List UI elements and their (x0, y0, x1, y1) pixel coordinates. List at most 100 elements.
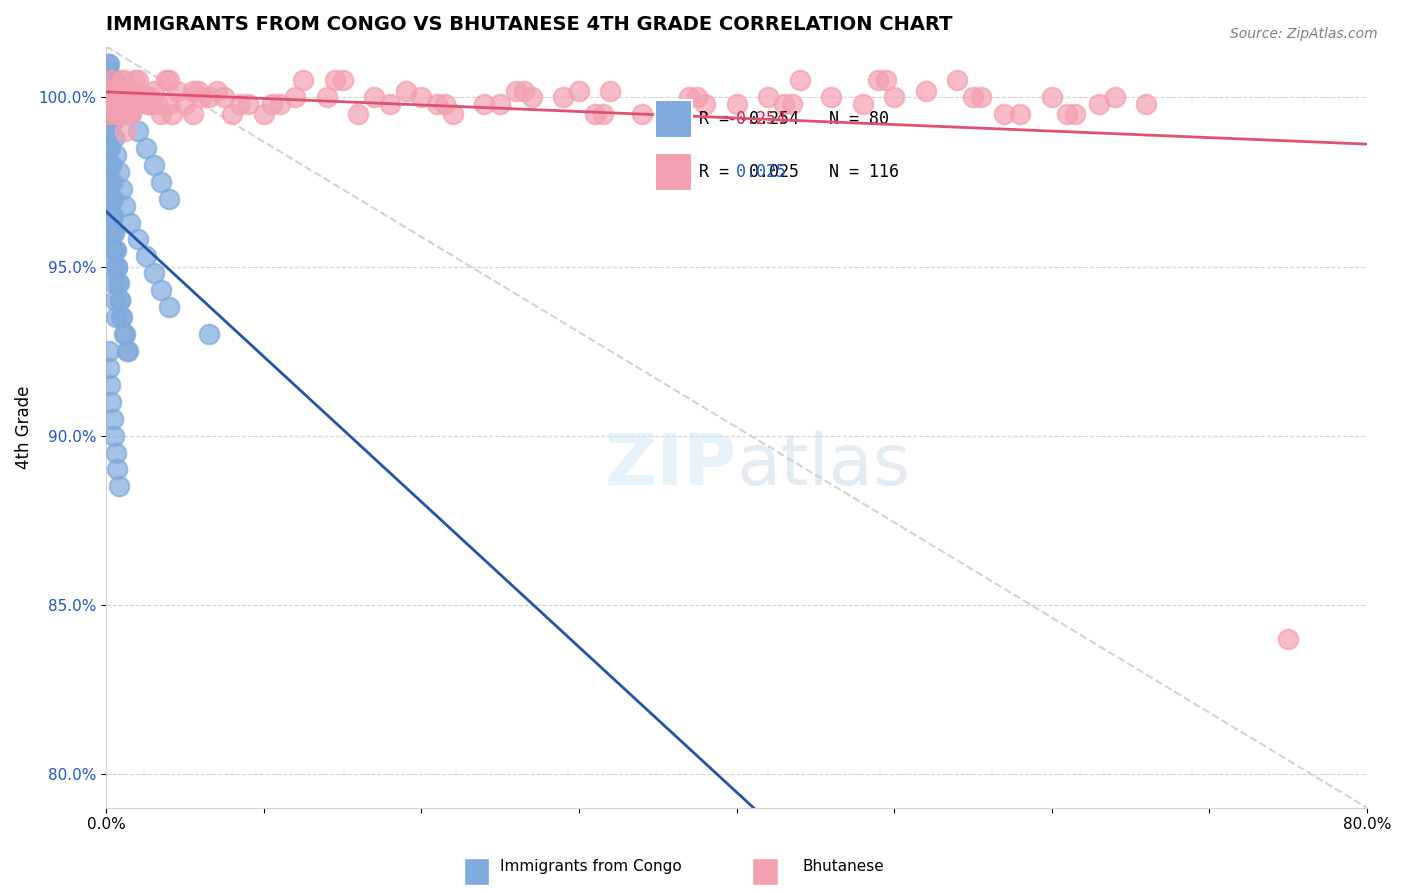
Point (101, 243, 124, 257)
Point (108, 277, 131, 291)
Point (108, 479, 131, 493)
Point (197, 327, 219, 342)
Point (97, 90, 120, 104)
Text: Bhutanese: Bhutanese (803, 859, 884, 874)
Point (98, 192, 121, 206)
Point (236, 97, 259, 112)
Point (946, 73, 969, 87)
Point (434, 97, 457, 112)
Point (157, 73, 180, 87)
Point (127, 97, 149, 112)
Point (98, 361, 121, 376)
Point (111, 182, 134, 196)
Point (118, 107, 141, 121)
Point (150, 175, 173, 189)
Point (101, 90, 124, 104)
Point (127, 124, 149, 138)
Point (323, 73, 346, 87)
Point (105, 462, 128, 476)
Point (631, 107, 654, 121)
Point (103, 260, 125, 274)
Point (104, 293, 127, 308)
Point (868, 73, 890, 87)
Point (962, 90, 984, 104)
Point (104, 243, 127, 257)
FancyBboxPatch shape (752, 858, 778, 885)
Point (135, 249, 157, 263)
Point (127, 232, 149, 246)
Point (98, 141, 121, 155)
Point (103, 90, 125, 104)
Point (292, 73, 315, 87)
Point (772, 97, 794, 112)
Point (114, 97, 136, 112)
Point (97, 107, 120, 121)
Point (108, 90, 131, 104)
Point (1277, 632, 1299, 646)
Point (101, 226, 124, 240)
Point (411, 90, 433, 104)
Point (378, 97, 401, 112)
Point (100, 158, 122, 172)
Point (662, 107, 685, 121)
Point (139, 90, 162, 104)
Text: ZIP: ZIP (605, 431, 737, 500)
Point (205, 84, 228, 98)
Point (181, 84, 204, 98)
Point (107, 277, 129, 291)
Point (129, 90, 152, 104)
Point (101, 209, 124, 223)
Point (520, 90, 543, 104)
Point (108, 165, 131, 179)
Point (118, 97, 141, 112)
Point (108, 84, 131, 98)
Point (260, 97, 283, 112)
Point (98, 80, 121, 95)
Point (253, 107, 276, 121)
Point (98, 192, 121, 206)
Point (115, 107, 138, 121)
Point (347, 107, 370, 121)
Point (155, 73, 177, 87)
Point (142, 158, 165, 172)
Point (100, 73, 122, 87)
Point (110, 310, 132, 325)
Point (166, 84, 188, 98)
Point (756, 90, 779, 104)
Point (101, 90, 124, 104)
Point (1135, 97, 1157, 112)
Point (127, 73, 149, 87)
Point (114, 199, 136, 213)
Point (100, 394, 122, 409)
Point (150, 107, 173, 121)
Point (474, 97, 496, 112)
Text: atlas: atlas (737, 431, 911, 500)
Point (1064, 107, 1087, 121)
Point (914, 84, 936, 98)
Point (100, 158, 122, 172)
Point (162, 107, 184, 121)
Point (103, 209, 125, 223)
Point (883, 90, 905, 104)
Point (97, 124, 120, 138)
Point (553, 90, 575, 104)
Point (1010, 107, 1032, 121)
Point (145, 97, 167, 112)
Point (97, 158, 120, 172)
Point (229, 97, 252, 112)
Point (157, 97, 180, 112)
Point (105, 97, 128, 112)
Point (98, 141, 121, 155)
Point (101, 114, 124, 128)
Point (100, 97, 122, 112)
Point (115, 107, 138, 121)
Point (114, 124, 136, 138)
Point (101, 73, 124, 87)
Point (104, 445, 127, 459)
Point (105, 90, 128, 104)
Point (157, 192, 180, 206)
Point (104, 97, 127, 112)
Point (970, 90, 993, 104)
Point (332, 73, 354, 87)
Point (101, 411, 124, 425)
